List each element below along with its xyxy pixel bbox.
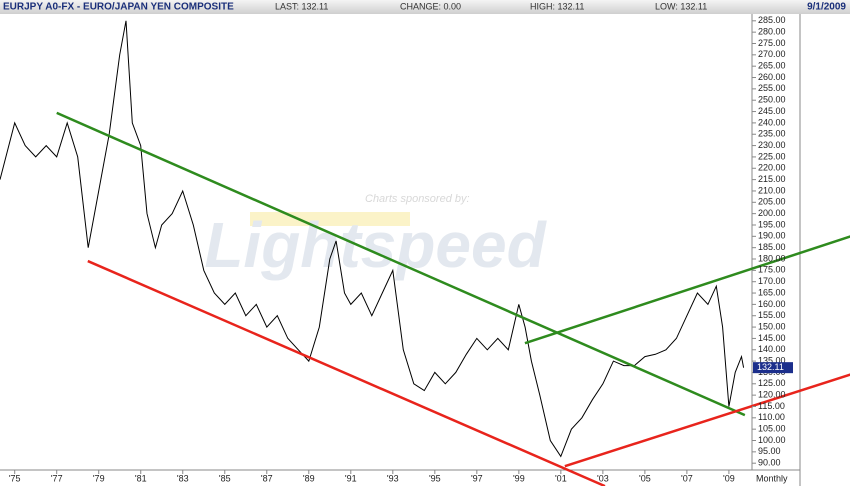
x-tick-label: '01	[555, 473, 567, 483]
y-tick-label: 240.00	[758, 117, 786, 127]
chart-title: EURJPY A0-FX - EURO/JAPAN YEN COMPOSITE	[3, 2, 234, 13]
price-line	[0, 20, 745, 458]
y-tick-label: 185.00	[758, 242, 786, 252]
x-tick-label: '09	[723, 473, 735, 483]
trend-line	[87, 259, 606, 486]
y-tick-label: 140.00	[758, 344, 786, 354]
header-high: HIGH: 132.11	[530, 1, 584, 11]
header-bar	[0, 0, 850, 14]
y-tick-label: 155.00	[758, 310, 786, 320]
x-tick-label: '85	[219, 473, 231, 483]
x-tick-label: '89	[303, 473, 315, 483]
y-tick-label: 280.00	[758, 27, 786, 37]
x-tick-label: '05	[639, 473, 651, 483]
y-tick-label: 250.00	[758, 95, 786, 105]
y-tick-label: 195.00	[758, 219, 786, 229]
watermark-brand: Lightspeed	[204, 209, 547, 281]
y-tick-label: 265.00	[758, 61, 786, 71]
y-tick-label: 120.00	[758, 390, 786, 400]
period-label: Monthly	[756, 473, 788, 483]
y-tick-label: 145.00	[758, 333, 786, 343]
y-tick-label: 125.00	[758, 378, 786, 388]
trend-line	[564, 373, 850, 468]
y-tick-label: 245.00	[758, 106, 786, 116]
y-tick-label: 270.00	[758, 49, 786, 59]
y-tick-label: 165.00	[758, 287, 786, 297]
watermark-sponsor: Charts sponsored by:	[365, 193, 470, 205]
y-tick-label: 180.00	[758, 253, 786, 263]
y-tick-label: 170.00	[758, 276, 786, 286]
x-tick-label: '95	[429, 473, 441, 483]
y-tick-label: 200.00	[758, 208, 786, 218]
x-tick-label: '99	[513, 473, 525, 483]
y-tick-label: 230.00	[758, 140, 786, 150]
header-last: LAST: 132.11	[275, 1, 328, 11]
y-tick-label: 135.00	[758, 355, 786, 365]
header-date: 9/1/2009	[807, 2, 846, 13]
x-tick-label: '03	[597, 473, 609, 483]
x-tick-label: '75	[9, 473, 21, 483]
y-tick-label: 95.00	[758, 446, 781, 456]
x-tick-label: '79	[93, 473, 105, 483]
y-tick-label: 260.00	[758, 72, 786, 82]
header-low: LOW: 132.11	[655, 1, 707, 11]
x-tick-label: '77	[51, 473, 63, 483]
y-tick-label: 100.00	[758, 435, 786, 445]
x-tick-label: '91	[345, 473, 357, 483]
y-tick-label: 110.00	[758, 412, 785, 422]
x-tick-label: '97	[471, 473, 483, 483]
header-change: CHANGE: 0.00	[400, 1, 461, 11]
y-tick-label: 150.00	[758, 321, 786, 331]
price-tag: 132.11	[757, 362, 784, 372]
trend-layer	[56, 111, 850, 486]
plot-area	[0, 20, 745, 458]
y-tick-label: 255.00	[758, 83, 786, 93]
x-tick-label: '87	[261, 473, 273, 483]
y-tick-label: 205.00	[758, 197, 786, 207]
y-tick-label: 115.00	[758, 401, 785, 411]
y-tick-label: 225.00	[758, 151, 786, 161]
y-tick-label: 285.00	[758, 15, 786, 25]
y-tick-label: 215.00	[758, 174, 786, 184]
y-tick-label: 220.00	[758, 163, 786, 173]
y-tick-label: 105.00	[758, 424, 786, 434]
x-tick-label: '81	[135, 473, 147, 483]
x-tick-label: '07	[681, 473, 693, 483]
trend-line	[56, 111, 746, 417]
y-tick-label: 190.00	[758, 231, 786, 241]
x-tick-label: '83	[177, 473, 189, 483]
y-tick-label: 175.00	[758, 265, 786, 275]
x-tick-label: '93	[387, 473, 399, 483]
y-tick-label: 235.00	[758, 129, 786, 139]
trend-line	[524, 235, 850, 345]
y-tick-label: 160.00	[758, 299, 786, 309]
y-tick-label: 90.00	[758, 458, 781, 468]
price-tag-box	[753, 362, 793, 374]
y-tick-label: 210.00	[758, 185, 786, 195]
y-tick-label: 275.00	[758, 38, 786, 48]
